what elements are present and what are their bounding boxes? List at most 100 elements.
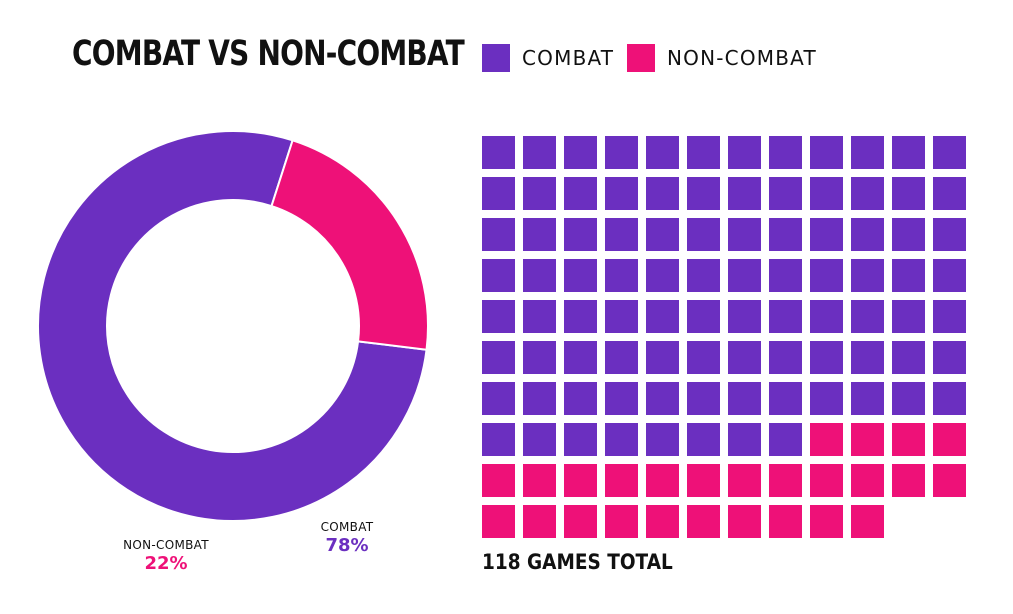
waffle-cell-combat: [851, 136, 884, 169]
waffle-cell-combat: [892, 341, 925, 374]
waffle-cell-combat: [728, 218, 761, 251]
waffle-cell-combat: [769, 382, 802, 415]
waffle-cell-combat: [728, 177, 761, 210]
waffle-cell-non-combat: [564, 464, 597, 497]
waffle-cell-combat: [564, 177, 597, 210]
waffle-cell-combat: [933, 300, 966, 333]
waffle-cell-combat: [646, 341, 679, 374]
waffle-cell-non-combat: [851, 505, 884, 538]
waffle-cell-combat: [523, 136, 556, 169]
waffle-cell-non-combat: [851, 423, 884, 456]
waffle-cell-combat: [769, 423, 802, 456]
waffle-cell-non-combat: [605, 464, 638, 497]
waffle-cell-combat: [933, 218, 966, 251]
waffle-cell-combat: [728, 136, 761, 169]
waffle-cell-non-combat: [482, 464, 515, 497]
waffle-cell-non-combat: [564, 505, 597, 538]
waffle-cell-combat: [892, 218, 925, 251]
waffle-cell-combat: [523, 259, 556, 292]
waffle-cell-combat: [482, 300, 515, 333]
waffle-cell-non-combat: [728, 505, 761, 538]
waffle-cell-combat: [687, 341, 720, 374]
waffle-cell-combat: [564, 218, 597, 251]
waffle-cell-combat: [810, 218, 843, 251]
waffle-cell-combat: [687, 136, 720, 169]
waffle-cell-combat: [769, 259, 802, 292]
waffle-cell-combat: [605, 136, 638, 169]
waffle-cell-combat: [687, 300, 720, 333]
legend-item-noncombat: NON-COMBAT: [627, 42, 817, 74]
waffle-cell-combat: [564, 136, 597, 169]
waffle-cell-combat: [933, 259, 966, 292]
waffle-cell-combat: [523, 177, 556, 210]
waffle-cell-combat: [523, 423, 556, 456]
chart-title: COMBAT VS NON-COMBAT: [72, 34, 465, 74]
waffle-cell-combat: [605, 177, 638, 210]
donut-label-noncombat: NON-COMBAT 22%: [96, 538, 236, 574]
waffle-cell-combat: [523, 341, 556, 374]
waffle-cell-combat: [605, 423, 638, 456]
waffle-cell-combat: [851, 218, 884, 251]
waffle-cell-combat: [851, 341, 884, 374]
waffle-cell-combat: [810, 300, 843, 333]
waffle-cell-combat: [769, 300, 802, 333]
waffle-cell-combat: [851, 382, 884, 415]
waffle-cell-combat: [646, 136, 679, 169]
waffle-cell-combat: [605, 259, 638, 292]
waffle-cell-combat: [892, 300, 925, 333]
waffle-cell-combat: [564, 341, 597, 374]
waffle-cell-combat: [482, 177, 515, 210]
games-total-note: 118 GAMES TOTAL: [482, 550, 673, 574]
waffle-cell-non-combat: [605, 505, 638, 538]
waffle-cell-combat: [933, 177, 966, 210]
donut-label-combat: COMBAT 78%: [277, 520, 417, 556]
waffle-cell-non-combat: [892, 423, 925, 456]
waffle-cell-combat: [564, 423, 597, 456]
waffle-cell-combat: [482, 423, 515, 456]
legend-swatch-noncombat: [627, 44, 655, 72]
waffle-cell-non-combat: [933, 464, 966, 497]
waffle-cell-combat: [769, 177, 802, 210]
waffle-cell-combat: [892, 177, 925, 210]
waffle-cell-combat: [892, 136, 925, 169]
waffle-cell-combat: [769, 136, 802, 169]
waffle-cell-non-combat: [523, 464, 556, 497]
donut-label-noncombat-pct: 22%: [144, 553, 188, 574]
waffle-cell-combat: [851, 177, 884, 210]
waffle-cell-non-combat: [892, 464, 925, 497]
waffle-cell-combat: [605, 300, 638, 333]
waffle-cell-combat: [646, 177, 679, 210]
legend-swatch-combat: [482, 44, 510, 72]
waffle-cell-non-combat: [933, 423, 966, 456]
waffle-cell-combat: [646, 259, 679, 292]
donut-label-combat-pct: 78%: [325, 535, 369, 556]
waffle-cell-combat: [687, 423, 720, 456]
waffle-cell-combat: [646, 300, 679, 333]
waffle-cell-combat: [687, 177, 720, 210]
waffle-cell-combat: [769, 341, 802, 374]
waffle-cell-combat: [646, 218, 679, 251]
waffle-cell-non-combat: [810, 464, 843, 497]
waffle-cell-combat: [769, 218, 802, 251]
waffle-cell-non-combat: [646, 464, 679, 497]
donut-slice-non-combat: [270, 139, 429, 351]
waffle-cell-non-combat: [728, 464, 761, 497]
waffle-cell-combat: [482, 382, 515, 415]
waffle-cell-combat: [482, 341, 515, 374]
waffle-cell-non-combat: [482, 505, 515, 538]
waffle-cell-combat: [605, 341, 638, 374]
waffle-cell-combat: [810, 259, 843, 292]
waffle-cell-non-combat: [851, 464, 884, 497]
waffle-cell-combat: [851, 300, 884, 333]
waffle-cell-non-combat: [687, 464, 720, 497]
legend-label-noncombat: NON-COMBAT: [667, 46, 817, 70]
waffle-chart: [482, 136, 966, 538]
waffle-cell-combat: [687, 382, 720, 415]
waffle-cell-combat: [810, 382, 843, 415]
donut-label-combat-name: COMBAT: [320, 520, 374, 534]
waffle-cell-combat: [564, 382, 597, 415]
waffle-cell-combat: [810, 177, 843, 210]
waffle-cell-combat: [933, 382, 966, 415]
waffle-cell-non-combat: [810, 505, 843, 538]
